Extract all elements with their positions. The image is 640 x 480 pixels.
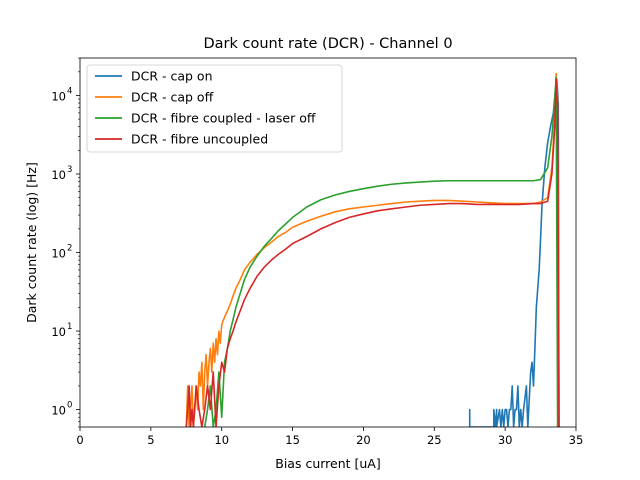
x-tick-label: 30 [498,433,513,447]
x-tick-label: 35 [569,433,584,447]
y-axis-label: Dark count rate (log) [Hz] [24,162,39,323]
legend-label-3: DCR - fibre coupled - laser off [131,111,316,126]
y-tick-label: 10 [51,168,66,182]
legend-label-4: DCR - fibre uncoupled [131,132,268,147]
chart-title: Dark count rate (DCR) - Channel 0 [203,36,452,52]
y-tick-exponent: 3 [67,165,72,175]
series-line-3 [203,76,559,427]
axes-frame [79,57,577,428]
y-tick-label: 10 [51,325,66,339]
series-layer [185,72,560,427]
y-tick-exponent: 0 [67,401,72,411]
x-tick-label: 0 [76,433,83,447]
x-tick-label: 15 [285,433,300,447]
y-tick-exponent: 2 [67,244,72,254]
legend-label-2: DCR - cap off [131,90,214,105]
series-line-4 [185,78,560,427]
plot-area [79,57,577,428]
y-tick-exponent: 4 [67,86,72,96]
y-tick-label: 10 [51,404,66,418]
y-tick-exponent: 1 [67,322,72,332]
y-tick-label: 10 [51,89,66,103]
legend-frame [86,64,343,153]
series-line-2 [185,72,560,427]
x-tick-label: 5 [147,433,154,447]
x-axis-ticks: 0 5 10 15 20 25 30 35 [76,427,583,447]
x-tick-label: 20 [356,433,371,447]
legend-label-1: DCR - cap on [131,69,213,84]
x-axis-label: Bias current [uA] [275,456,381,471]
legend: DCR - cap on DCR - cap off DCR - fibre cou… [86,64,343,153]
x-tick-label: 10 [214,433,229,447]
x-tick-label: 25 [427,433,442,447]
y-tick-label: 10 [51,247,66,261]
series-line-1 [468,78,560,427]
